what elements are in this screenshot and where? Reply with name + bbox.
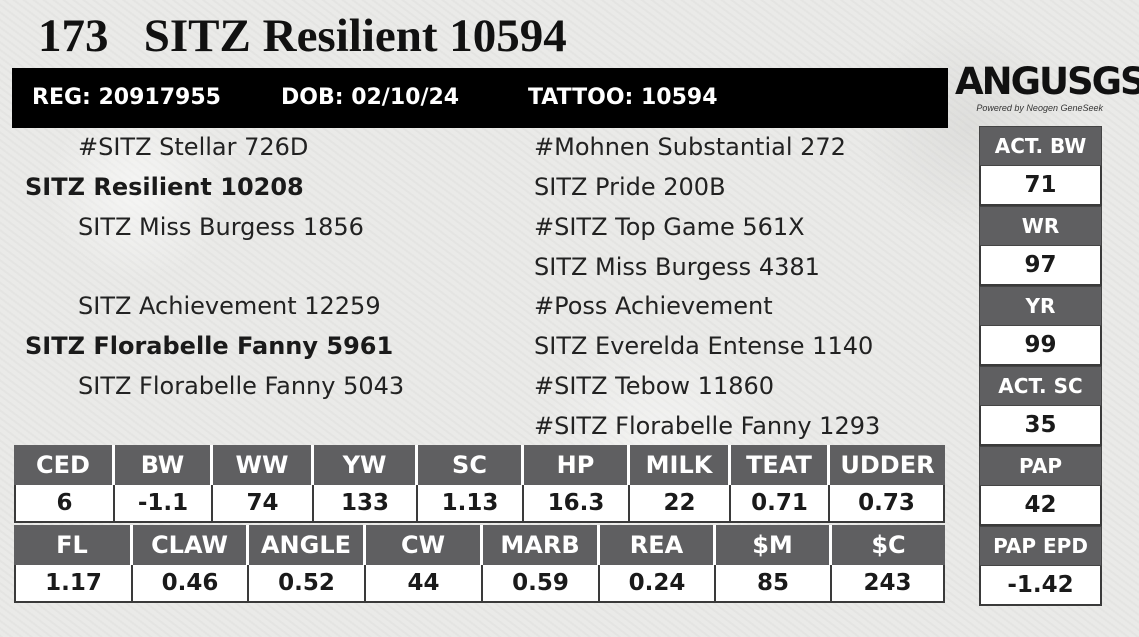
epd-header-ced: CED bbox=[14, 445, 115, 485]
epd-header-milk: MILK bbox=[630, 445, 731, 485]
date-of-birth: DOB: 02/10/24 bbox=[281, 85, 460, 110]
epd-value-angle: 0.52 bbox=[249, 565, 366, 603]
stat-label-yr: YR bbox=[979, 286, 1102, 326]
pedigree-sire: SITZ Resilient 10208 bbox=[25, 173, 304, 201]
stat-label-act-sc: ACT. SC bbox=[979, 366, 1102, 406]
epd-header-dollar-c: $C bbox=[832, 525, 945, 565]
epd-value-dollar-c: 243 bbox=[832, 565, 945, 603]
epd-value-milk: 22 bbox=[630, 485, 731, 523]
epd-header-cw: CW bbox=[366, 525, 483, 565]
epd-value-sc: 1.13 bbox=[418, 485, 524, 523]
page-title: 173 SITZ Resilient 10594 bbox=[38, 10, 567, 62]
stat-label-pap: PAP bbox=[979, 446, 1102, 486]
epd-value-hp: 16.3 bbox=[524, 485, 630, 523]
tattoo-number: TATTOO: 10594 bbox=[528, 85, 718, 110]
epd-value-cw: 44 bbox=[366, 565, 483, 603]
registration-bar: REG: 20917955 DOB: 02/10/24 TATTOO: 1059… bbox=[12, 68, 948, 128]
pedigree-ancestor-1: #Mohnen Substantial 272 bbox=[534, 133, 846, 161]
epd-table-1-header: CED BW WW YW SC HP MILK TEAT UDDER bbox=[14, 445, 945, 485]
stat-label-wr: WR bbox=[979, 206, 1102, 246]
pedigree-dam-sire: SITZ Achievement 12259 bbox=[78, 292, 381, 320]
pedigree-ancestor-5: #Poss Achievement bbox=[534, 292, 773, 320]
epd-value-claw: 0.46 bbox=[133, 565, 249, 603]
epd-header-sc: SC bbox=[418, 445, 524, 485]
epd-value-bw: -1.1 bbox=[115, 485, 213, 523]
epd-table-2-header: FL CLAW ANGLE CW MARB REA $M $C bbox=[14, 525, 945, 565]
epd-value-yw: 133 bbox=[314, 485, 418, 523]
stat-value-yr: 99 bbox=[979, 326, 1102, 366]
pedigree-dam-dam: SITZ Florabelle Fanny 5043 bbox=[78, 372, 405, 400]
epd-header-dollar-m: $M bbox=[716, 525, 832, 565]
stat-label-pap-epd: PAP EPD bbox=[979, 526, 1102, 566]
epd-table-1-values: 6 -1.1 74 133 1.13 16.3 22 0.71 0.73 bbox=[14, 485, 945, 523]
stat-value-act-bw: 71 bbox=[979, 166, 1102, 206]
epd-header-udder: UDDER bbox=[830, 445, 945, 485]
pedigree-ancestor-4: SITZ Miss Burgess 4381 bbox=[534, 253, 820, 281]
epd-value-ww: 74 bbox=[213, 485, 314, 523]
epd-header-claw: CLAW bbox=[133, 525, 249, 565]
pedigree-ancestor-8: #SITZ Florabelle Fanny 1293 bbox=[534, 412, 881, 440]
epd-header-marb: MARB bbox=[483, 525, 600, 565]
pedigree-ancestor-6: SITZ Everelda Entense 1140 bbox=[534, 332, 874, 360]
pedigree-ancestor-7: #SITZ Tebow 11860 bbox=[534, 372, 775, 400]
stat-label-act-bw: ACT. BW bbox=[979, 126, 1102, 166]
pedigree-ancestor-2: SITZ Pride 200B bbox=[534, 173, 726, 201]
epd-header-angle: ANGLE bbox=[249, 525, 366, 565]
epd-value-rea: 0.24 bbox=[600, 565, 716, 603]
epd-header-bw: BW bbox=[115, 445, 213, 485]
epd-header-hp: HP bbox=[524, 445, 630, 485]
stat-value-pap-epd: -1.42 bbox=[979, 566, 1102, 606]
epd-header-rea: REA bbox=[600, 525, 716, 565]
epd-header-teat: TEAT bbox=[731, 445, 830, 485]
stat-value-act-sc: 35 bbox=[979, 406, 1102, 446]
pedigree-ancestor-3: #SITZ Top Game 561X bbox=[534, 213, 805, 241]
pedigree-sire-dam: SITZ Miss Burgess 1856 bbox=[78, 213, 364, 241]
reg-number: REG: 20917955 bbox=[32, 85, 221, 110]
epd-value-fl: 1.17 bbox=[14, 565, 133, 603]
angus-gs-logo: ANGUSGS Powered by Neogen GeneSeek bbox=[955, 60, 1139, 116]
epd-value-ced: 6 bbox=[14, 485, 115, 523]
stat-value-pap: 42 bbox=[979, 486, 1102, 526]
epd-value-teat: 0.71 bbox=[731, 485, 830, 523]
stat-value-wr: 97 bbox=[979, 246, 1102, 286]
logo-wordmark: ANGUSGS bbox=[955, 60, 1139, 103]
pedigree-sire-sire: #SITZ Stellar 726D bbox=[78, 133, 309, 161]
epd-header-yw: YW bbox=[314, 445, 418, 485]
epd-header-ww: WW bbox=[213, 445, 314, 485]
epd-value-dollar-m: 85 bbox=[716, 565, 832, 603]
pedigree-dam: SITZ Florabelle Fanny 5961 bbox=[25, 332, 394, 360]
epd-value-udder: 0.73 bbox=[830, 485, 945, 523]
epd-header-fl: FL bbox=[14, 525, 133, 565]
epd-table-2-values: 1.17 0.46 0.52 44 0.59 0.24 85 243 bbox=[14, 565, 945, 603]
epd-value-marb: 0.59 bbox=[483, 565, 600, 603]
logo-tagline: Powered by Neogen GeneSeek bbox=[976, 103, 1103, 113]
